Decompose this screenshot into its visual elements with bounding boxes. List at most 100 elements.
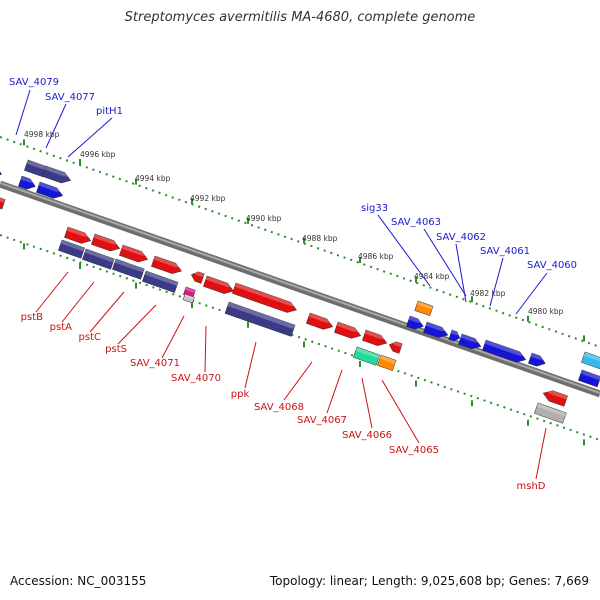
tick-marks [23,139,585,446]
leader-line [67,117,113,158]
leader-line [381,379,420,444]
gene-features[interactable] [0,159,600,424]
gene-box[interactable] [82,248,115,270]
gene-box[interactable] [112,258,145,280]
gene-arrow[interactable] [334,321,362,341]
gene-label[interactable]: pstA [50,322,72,333]
gene-box[interactable] [182,293,195,304]
gene-highlight [484,340,527,357]
leader-line [204,325,207,373]
gene-label[interactable]: SAV_4068 [254,402,304,413]
gene-arrow[interactable] [36,181,64,201]
gene-highlight [38,182,64,193]
gene-label[interactable]: SAV_4062 [436,232,486,243]
gene-label[interactable]: SAV_4067 [297,415,347,426]
gene-box[interactable] [581,351,600,370]
gene-highlight [192,271,205,278]
gene-arrow[interactable] [406,315,425,332]
kbp-tick-label: 4996 kbp [80,150,116,159]
gene-arrow[interactable] [458,333,482,352]
leader-line [515,272,548,315]
gene-label[interactable]: SAV_4061 [480,246,530,257]
gene-label[interactable]: ppk [231,389,250,400]
leader-line [89,291,125,333]
gene-arrow[interactable] [541,388,568,407]
gene-highlight [425,322,450,332]
gene-label[interactable]: SAV_4079 [9,77,59,88]
scale-top [0,136,600,348]
gene-highlight [355,347,380,359]
gene-highlight [20,176,37,184]
gene-box[interactable] [58,239,85,259]
gene-box[interactable] [42,165,72,186]
gene-box[interactable] [142,270,179,293]
kbp-tick-label: 4988 kbp [302,234,338,243]
gene-box[interactable] [224,301,296,337]
gene-arrow[interactable] [362,329,388,348]
leader-lines [15,89,548,480]
gene-label[interactable]: pstC [79,332,101,343]
gene-highlight [227,302,296,330]
gene-label[interactable]: mshD [517,481,546,492]
leader-line [35,271,69,313]
gene-highlight [416,301,434,310]
gene-highlight [583,352,600,363]
gene-highlight [530,353,547,361]
leader-line [455,243,467,303]
gene-label[interactable]: pitH1 [96,106,123,117]
gene-arrow[interactable] [119,244,149,265]
gene-highlight [153,256,183,268]
gene-label[interactable]: SAV_4077 [45,92,95,103]
leader-line [361,377,373,429]
gene-arrow[interactable] [190,270,205,284]
gene-label[interactable]: SAV_4060 [527,260,577,271]
gene-arrow[interactable] [423,321,449,340]
gene-label[interactable]: sig33 [361,203,388,214]
gene-highlight [544,389,568,400]
kbp-tick-label: 4998 kbp [24,130,60,139]
gene-box[interactable] [534,402,567,424]
gene-box[interactable] [353,346,380,366]
gene-highlight [308,313,334,324]
gene-label[interactable]: SAV_4065 [389,445,439,456]
kbp-tick-label: 4994 kbp [135,174,171,183]
gene-label[interactable]: SAV_4070 [171,373,221,384]
kbp-tick-label: 4990 kbp [246,214,282,223]
gene-arrow[interactable] [448,329,462,343]
kbp-tick-label: 4980 kbp [528,307,564,316]
gene-arrow[interactable] [0,164,3,179]
gene-highlight [114,259,145,273]
leader-line [117,304,157,345]
gene-arrow[interactable] [306,312,334,332]
gene-arrow[interactable] [0,195,6,210]
gene-arrow[interactable] [528,352,547,369]
gene-label[interactable]: pstS [105,344,127,355]
gene-box[interactable] [414,300,434,317]
gene-highlight [234,283,298,307]
gene-box[interactable] [24,159,48,178]
gene-highlight [0,196,6,203]
gene-arrow[interactable] [203,275,235,296]
gene-arrow[interactable] [232,282,298,315]
gene-highlight [0,165,3,172]
gene-arrow[interactable] [151,255,183,276]
gene-arrow[interactable] [64,226,92,246]
gene-highlight [205,276,235,288]
gene-box[interactable] [377,354,397,371]
leader-line [15,89,31,136]
gene-label[interactable]: SAV_4071 [130,358,180,369]
gene-highlight [185,287,196,293]
gene-highlight [144,271,179,286]
genome-backbone [0,180,600,398]
gene-label[interactable]: pstB [21,312,43,323]
gene-arrow[interactable] [18,175,37,192]
gene-arrow[interactable] [482,339,527,365]
gene-box[interactable] [578,369,600,388]
gene-arrow[interactable] [91,233,121,254]
gene-label[interactable]: SAV_4063 [391,217,441,228]
gene-label[interactable]: SAV_4066 [342,430,392,441]
gene-arrow[interactable] [388,340,403,354]
gene-highlight [60,240,85,252]
